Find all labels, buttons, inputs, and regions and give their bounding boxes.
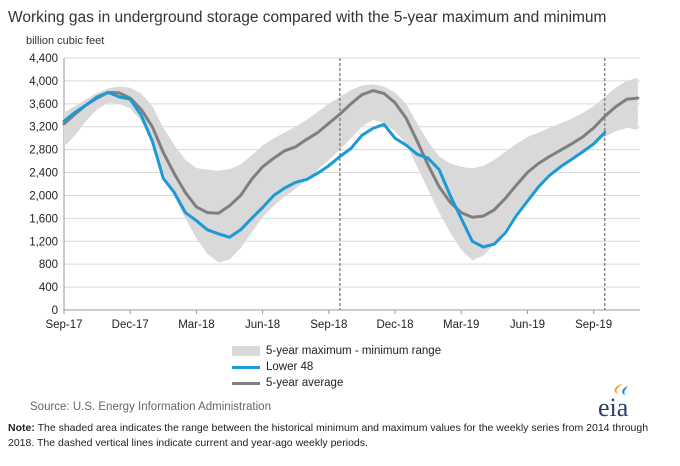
legend-item-lower48: Lower 48 xyxy=(232,359,441,375)
y-tick-label: 800 xyxy=(39,259,58,271)
y-tick-label: 0 xyxy=(52,305,58,317)
y-tick-label: 4,000 xyxy=(29,76,58,88)
legend-item-average: 5-year average xyxy=(232,375,441,391)
x-tick-label: Dec-17 xyxy=(112,319,149,331)
note-label: Note: xyxy=(8,422,35,434)
series-range-band xyxy=(64,78,638,263)
x-tick-label: Mar-19 xyxy=(443,319,479,331)
legend-label-lower48: Lower 48 xyxy=(266,361,314,373)
y-tick-label: 1,200 xyxy=(29,236,58,248)
x-tick-label: Sep-19 xyxy=(575,319,612,331)
y-tick-label: 4,400 xyxy=(29,53,58,65)
legend-swatch-range xyxy=(232,346,260,356)
source-text: Source: U.S. Energy Information Administ… xyxy=(30,401,271,413)
eia-logo: eia xyxy=(598,384,629,420)
legend-item-range: 5-year maximum - minimum range xyxy=(232,343,441,359)
x-tick-label: Jun-19 xyxy=(510,319,545,331)
y-tick-label: 2,800 xyxy=(29,145,58,157)
y-tick-label: 1,600 xyxy=(29,213,58,225)
y-axis-label: billion cubic feet xyxy=(26,35,105,47)
series-line-five-year-average xyxy=(62,89,640,219)
x-tick-label: Sep-17 xyxy=(45,319,82,331)
y-tick-label: 2,400 xyxy=(29,168,58,180)
note: Note: The shaded area indicates the rang… xyxy=(8,421,668,451)
legend-label-average: 5-year average xyxy=(266,377,344,389)
logo-text: eia xyxy=(598,393,629,420)
x-tick-label: Sep-18 xyxy=(310,319,347,331)
x-tick-label: Jun-18 xyxy=(245,319,280,331)
y-tick-label: 3,600 xyxy=(29,99,58,111)
series-line-lower-48 xyxy=(62,90,607,249)
x-tick-label: Mar-18 xyxy=(178,319,214,331)
y-tick-label: 3,200 xyxy=(29,122,58,134)
legend: 5-year maximum - minimum range Lower 48 … xyxy=(232,343,441,391)
logo-flame-icon xyxy=(614,384,622,394)
x-tick-label: Dec-18 xyxy=(376,319,413,331)
legend-label-range: 5-year maximum - minimum range xyxy=(266,345,442,357)
plot-area: 0 400 800 1,200 1,600 2,000 2,400 2,800 3,200 3,6… xyxy=(29,53,640,331)
chart-title: Working gas in underground storage compa… xyxy=(8,9,607,26)
y-tick-label: 2,000 xyxy=(29,190,58,202)
legend-swatch-average xyxy=(232,381,260,385)
note-text: The shaded area indicates the range betw… xyxy=(8,422,649,449)
y-tick-label: 400 xyxy=(39,282,58,294)
legend-swatch-lower48 xyxy=(232,365,260,369)
